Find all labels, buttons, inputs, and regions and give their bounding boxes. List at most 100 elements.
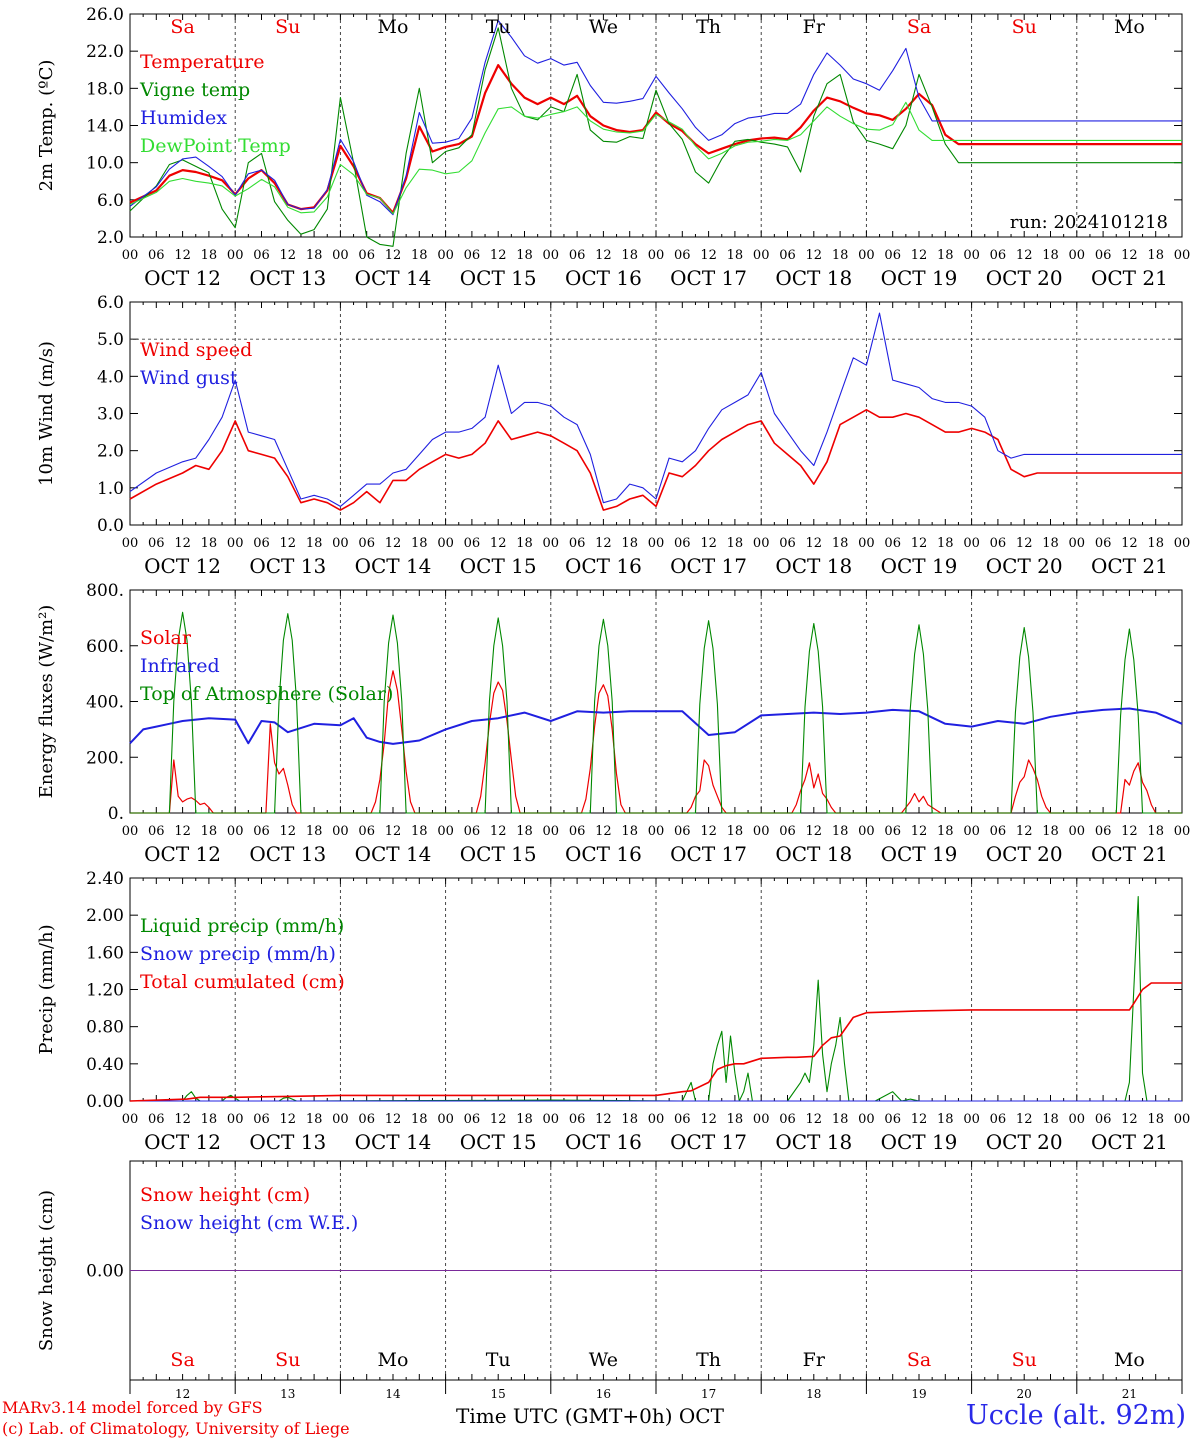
date-label: OCT 16: [565, 554, 642, 578]
series-line-total-cumulated-cm-: [129, 982, 1182, 1102]
hour-tick-label: 18: [621, 536, 638, 551]
hour-tick-label: 06: [569, 248, 586, 263]
y-tick-label: 1.0: [97, 479, 124, 499]
hour-tick-label: 18: [832, 536, 849, 551]
date-label: OCT 19: [881, 842, 958, 866]
hour-tick-label: 00: [122, 824, 139, 839]
hour-tick-label: 00: [1069, 1112, 1086, 1127]
legend-entry: Humidex: [140, 107, 227, 129]
date-label: OCT 18: [775, 554, 852, 578]
hour-tick-label: 18: [1147, 536, 1164, 551]
y-tick-label: 1.20: [86, 981, 124, 1001]
weekday-label: Sa: [170, 1349, 194, 1371]
weekday-label: Mo: [1114, 16, 1145, 38]
hour-tick-label: 12: [595, 536, 612, 551]
hour-tick-label: 06: [358, 1112, 375, 1127]
hour-tick-label: 06: [358, 536, 375, 551]
hour-tick-label: 06: [464, 248, 481, 263]
hour-tick-label: 06: [253, 1112, 270, 1127]
series-line-wind-gust: [129, 312, 1182, 507]
hour-tick-label: 06: [148, 824, 165, 839]
hour-tick-label: 00: [227, 824, 244, 839]
y-tick-label: 6.0: [97, 191, 124, 211]
weekday-label: Mo: [378, 16, 409, 38]
hour-tick-label: 00: [963, 248, 980, 263]
hour-tick-label: 18: [516, 248, 533, 263]
hour-tick-label: 12: [385, 248, 402, 263]
hour-tick-label: 12: [595, 1112, 612, 1127]
legend-entry: Solar: [140, 627, 192, 649]
hour-tick-label: 00: [543, 248, 560, 263]
hour-tick-label: 00: [1174, 1112, 1191, 1127]
hour-tick-label: 00: [753, 824, 770, 839]
hour-tick-label: 12: [385, 1112, 402, 1127]
hour-tick-label: 06: [569, 824, 586, 839]
panel-2: [129, 301, 1183, 526]
hour-tick-label: 18: [306, 536, 323, 551]
day-number-label: 17: [701, 1387, 716, 1401]
legend-entry: Liquid precip (mm/h): [140, 915, 344, 937]
hour-tick-label: 18: [201, 1112, 218, 1127]
legend-entry: Snow height (cm W.E.): [140, 1212, 358, 1234]
hour-tick-label: 18: [1042, 248, 1059, 263]
date-label: OCT 12: [144, 266, 221, 290]
hour-tick-label: 12: [1121, 536, 1138, 551]
date-label: OCT 21: [1091, 1130, 1168, 1154]
weekday-label: We: [589, 1349, 618, 1371]
legend-entry: Wind gust: [140, 367, 238, 389]
hour-tick-label: 12: [490, 1112, 507, 1127]
hour-tick-label: 12: [595, 248, 612, 263]
hour-tick-label: 00: [753, 1112, 770, 1127]
y-tick-label: 18.0: [86, 79, 124, 99]
date-label: OCT 21: [1091, 554, 1168, 578]
date-label: OCT 13: [249, 554, 326, 578]
date-label: OCT 15: [460, 266, 537, 290]
weekday-label: Su: [1012, 16, 1037, 38]
hour-tick-label: 00: [1174, 824, 1191, 839]
hour-tick-label: 06: [779, 536, 796, 551]
hour-tick-label: 00: [648, 1112, 665, 1127]
series-line-infrared: [129, 707, 1183, 745]
hour-tick-label: 00: [648, 536, 665, 551]
hour-tick-label: 06: [990, 536, 1007, 551]
date-label: OCT 16: [565, 842, 642, 866]
y-tick-label: 0.00: [86, 1092, 124, 1112]
y-tick-label: 5.0: [97, 330, 124, 350]
weekday-label: We: [589, 16, 618, 38]
hour-tick-label: 00: [858, 536, 875, 551]
y-axis-label: Precip (mm/h): [36, 924, 57, 1054]
hour-tick-label: 00: [963, 1112, 980, 1127]
date-label: OCT 21: [1091, 842, 1168, 866]
y-tick-label: 3.0: [97, 405, 124, 425]
weekday-label: Mo: [1114, 1349, 1145, 1371]
hour-tick-label: 06: [148, 1112, 165, 1127]
y-tick-label: 400.: [86, 693, 124, 713]
y-tick-label: 800.: [86, 581, 124, 601]
hour-tick-label: 18: [1147, 248, 1164, 263]
date-label: OCT 17: [670, 842, 747, 866]
date-label: OCT 16: [565, 1130, 642, 1154]
hour-tick-label: 18: [727, 248, 744, 263]
hour-tick-label: 12: [280, 248, 297, 263]
hour-tick-label: 06: [990, 248, 1007, 263]
y-axis-label: 10m Wind (m/s): [36, 341, 57, 486]
hour-tick-label: 06: [253, 536, 270, 551]
hour-tick-label: 12: [385, 536, 402, 551]
hour-tick-label: 06: [884, 536, 901, 551]
y-tick-label: 0.: [108, 804, 124, 824]
y-tick-label: 0.40: [86, 1055, 124, 1075]
hour-tick-label: 06: [674, 824, 691, 839]
hour-tick-label: 06: [779, 248, 796, 263]
day-number-label: 18: [806, 1387, 821, 1401]
date-label: OCT 14: [355, 842, 432, 866]
hour-tick-label: 12: [1016, 248, 1033, 263]
y-tick-label: 0.80: [86, 1018, 124, 1038]
y-tick-label: 0.0: [97, 516, 124, 536]
hour-tick-label: 06: [569, 536, 586, 551]
y-tick-label: 4.0: [97, 367, 124, 387]
date-label: OCT 19: [881, 266, 958, 290]
date-label: OCT 16: [565, 266, 642, 290]
y-tick-label: 1.60: [86, 943, 124, 963]
date-label: OCT 14: [355, 1130, 432, 1154]
